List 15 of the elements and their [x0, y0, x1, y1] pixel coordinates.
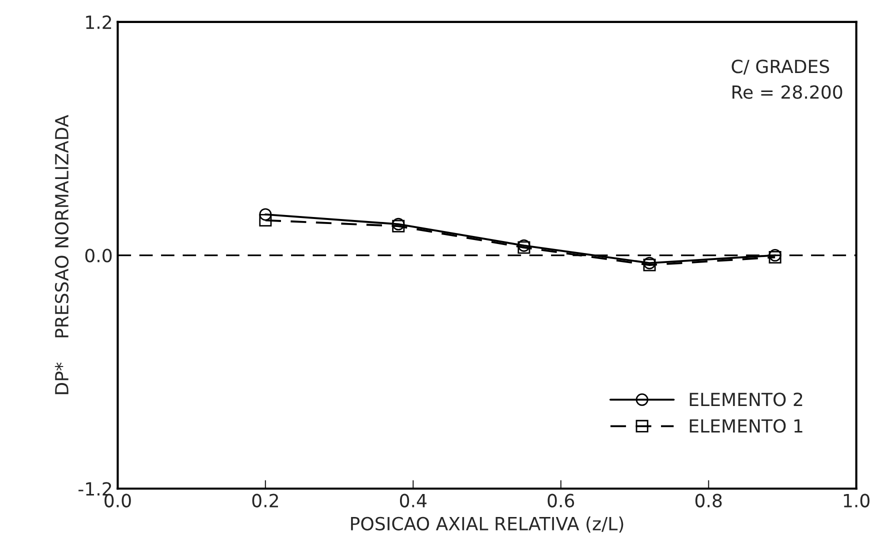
annotation: Re = 28.200	[732, 85, 842, 99]
point	[259, 208, 272, 221]
y-tick-label: 1.2	[86, 15, 112, 29]
x-tick-label: 1.0	[844, 494, 870, 508]
y-tick-label: 0.0	[85, 248, 112, 262]
x-axis-title: POSICAO AXIAL RELATIVA (z/L)	[351, 516, 624, 533]
legend-label: ELEMENTO 2	[690, 392, 802, 406]
x-tick-label: 0.2	[252, 494, 278, 508]
x-tick-label: 0.8	[695, 494, 722, 508]
x-tick-label: 0.4	[400, 494, 426, 508]
y-axis-title: DP* PRESSAO NORMALIZADA	[54, 114, 69, 394]
legend-label: ELEMENTO 1	[690, 419, 802, 433]
point	[259, 214, 272, 227]
x-tick-label: 0.6	[548, 494, 574, 508]
annotation: C/ GRADES	[732, 60, 830, 75]
